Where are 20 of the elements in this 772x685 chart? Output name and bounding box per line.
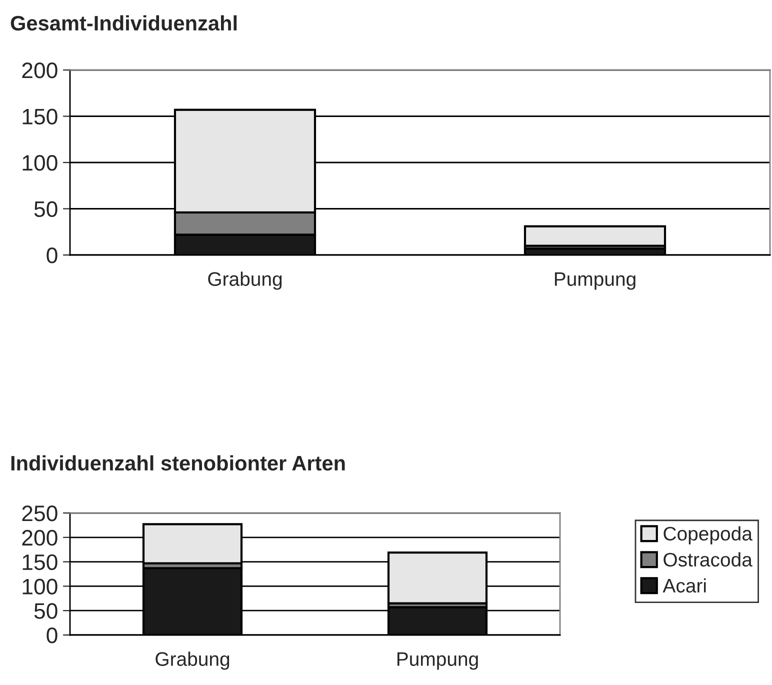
x-tick-label: Pumpung xyxy=(554,272,636,290)
x-tick-label: Grabung xyxy=(156,652,230,670)
legend-label: Acari xyxy=(662,578,706,593)
y-tick-label: 150 xyxy=(22,108,58,125)
legend-label: Ostracoda xyxy=(664,552,752,567)
chart-title: Individuenzahl stenobionter Arten xyxy=(11,455,345,471)
chart-title: Gesamt-Individuenzahl xyxy=(10,15,237,31)
y-tick-label: 150 xyxy=(22,554,58,570)
y-tick-label: 200 xyxy=(22,62,58,78)
x-tick-label: Pumpung xyxy=(397,652,478,670)
y-tick-label: 50 xyxy=(34,603,58,619)
y-tick-label: 0 xyxy=(46,248,58,264)
y-tick-label: 200 xyxy=(22,530,58,546)
y-tick-label: 0 xyxy=(46,628,58,644)
legend-label: Copepoda xyxy=(664,526,752,544)
y-tick-label: 250 xyxy=(22,506,58,522)
y-tick-label: 100 xyxy=(22,578,58,594)
y-tick-label: 50 xyxy=(34,201,58,218)
y-tick-label: 100 xyxy=(22,155,58,171)
x-tick-label: Grabung xyxy=(208,272,282,290)
